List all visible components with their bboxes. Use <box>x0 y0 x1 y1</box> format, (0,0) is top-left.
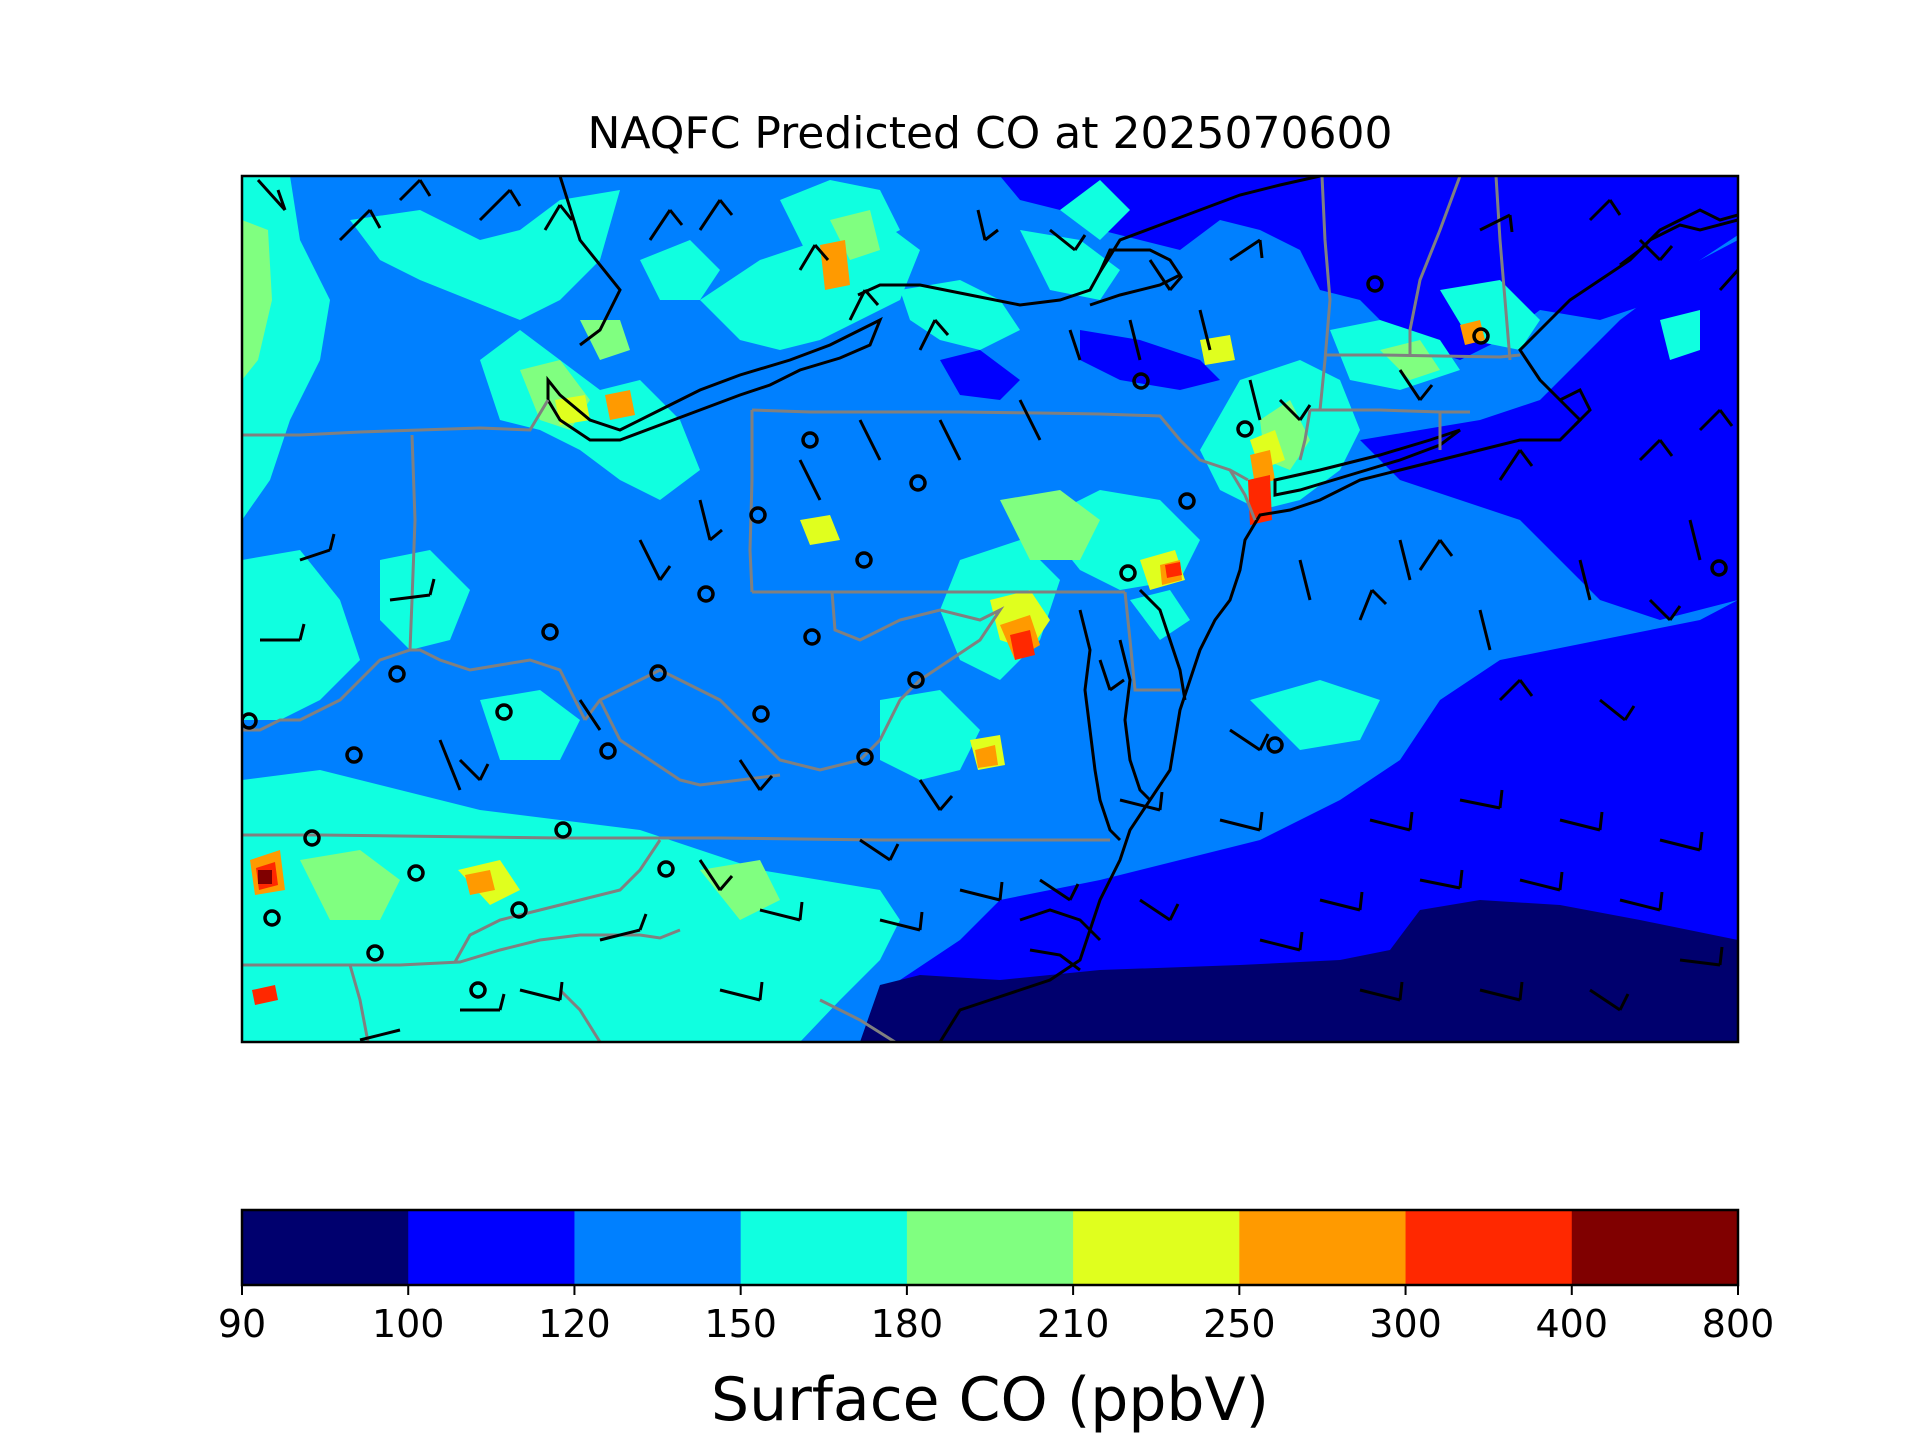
border-mass-ct <box>1310 408 1470 414</box>
station-marker <box>1472 327 1490 345</box>
station-marker <box>856 748 874 766</box>
border-great-lakes-boundary <box>242 399 550 437</box>
border-virginia-nc <box>242 833 1110 842</box>
border-nc-sc <box>558 988 896 1042</box>
map-panel <box>242 176 1738 1042</box>
colorbar-swatch <box>740 1210 908 1285</box>
station-marker <box>1710 559 1728 577</box>
atlantic-coastline <box>938 218 1738 1042</box>
station-marker <box>495 703 513 721</box>
border-delaware <box>1123 591 1180 692</box>
border-kentucky-virginia <box>598 699 781 787</box>
colorbar-tick-label: 400 <box>1536 1302 1609 1346</box>
border-ohio-river <box>242 648 587 732</box>
station-marker <box>1178 492 1196 510</box>
station-marker <box>909 474 927 492</box>
colorbar-swatch <box>1405 1210 1573 1285</box>
border-ny-ct <box>1298 409 1312 461</box>
st-lawrence-shoreline <box>1098 176 1321 273</box>
colorbar-tick-label: 300 <box>1369 1302 1442 1346</box>
map-frame <box>240 174 1740 1044</box>
colorbar-label: Surface CO (ppbV) <box>711 1365 1269 1435</box>
station-marker <box>599 742 617 760</box>
co-field-gulf-maine <box>1360 240 1738 620</box>
border-mass-north <box>1325 353 1521 359</box>
station-marker <box>366 944 384 962</box>
co-field-north-low-2 <box>1080 330 1220 390</box>
colorbar-tick-label: 250 <box>1203 1302 1276 1346</box>
border-pennsylvania-ny <box>751 408 1249 482</box>
colorbar-swatch <box>242 1210 409 1285</box>
chesapeake-bay-coast <box>1078 609 1152 842</box>
colorbar-tick-label: 210 <box>1037 1302 1110 1346</box>
station-marker <box>345 746 363 764</box>
lake-erie-shoreline <box>546 316 883 442</box>
station-marker <box>510 901 528 919</box>
co-field-north-low-3 <box>940 350 1020 400</box>
border-ny-vermont <box>1318 176 1332 411</box>
colorbar-swatch <box>408 1210 575 1285</box>
colorbar-swatch <box>906 1210 1074 1285</box>
station-marker <box>801 431 819 449</box>
border-tn-ga <box>348 964 370 1042</box>
colorbar-swatch <box>1571 1210 1739 1285</box>
station-marker <box>1366 275 1384 293</box>
station-marker <box>907 671 925 689</box>
wind-barbs <box>256 178 1738 1042</box>
colorbar-swatch <box>1073 1210 1240 1285</box>
station-marker <box>242 712 258 730</box>
border-virginia-kentucky <box>453 839 662 963</box>
cape-cod-coast <box>1559 387 1592 427</box>
border-ohio-indiana <box>408 434 417 651</box>
station-marker <box>697 585 715 603</box>
station-marker <box>263 909 281 927</box>
maine-coast <box>1619 208 1738 267</box>
co-field-north-low <box>1000 176 1738 360</box>
station-marker <box>303 829 321 847</box>
station-markers <box>242 275 1728 999</box>
station-marker <box>749 506 767 524</box>
station-marker <box>1266 736 1284 754</box>
co-field-green <box>242 210 1440 920</box>
station-marker <box>1236 420 1254 438</box>
station-marker <box>554 821 572 839</box>
station-marker <box>407 864 425 882</box>
border-tennessee-nc <box>242 928 681 967</box>
colorbar-tick-label: 90 <box>218 1302 266 1346</box>
border-nj-ny <box>1228 469 1257 521</box>
state-borders <box>242 176 1521 1042</box>
coastlines <box>546 176 1738 1042</box>
colorbar-tick-label: 120 <box>538 1302 611 1346</box>
map-title: NAQFC Predicted CO at 2025070600 <box>588 108 1393 159</box>
station-marker <box>657 860 675 878</box>
colorbar-swatch <box>1239 1210 1407 1285</box>
colorbar-swatch <box>574 1210 742 1285</box>
station-marker <box>541 623 559 641</box>
station-marker <box>1119 564 1137 582</box>
station-marker <box>803 628 821 646</box>
border-vermont-nh <box>1408 176 1462 355</box>
station-marker <box>388 665 406 683</box>
border-nh-maine <box>1494 176 1512 361</box>
station-marker <box>752 705 770 723</box>
colorbar: 90 100 120 150 180 210 250 300 400 800 <box>218 1208 1775 1346</box>
delaware-bay-coast <box>1138 588 1187 701</box>
colorbar-tick-label: 100 <box>372 1302 445 1346</box>
co-field-ocean-lowest <box>860 900 1738 1042</box>
colorbar-tick-label: 150 <box>704 1302 777 1346</box>
station-marker <box>649 664 667 682</box>
lake-huron-shoreline <box>558 176 622 347</box>
pamlico-sound-coast <box>1019 908 1102 972</box>
station-marker <box>855 551 873 569</box>
station-marker <box>469 981 487 999</box>
colorbar-tick-label: 800 <box>1702 1302 1775 1346</box>
colorbar-frame <box>240 1208 1740 1287</box>
colorbar-tick-label: 180 <box>871 1302 944 1346</box>
co-field-darkred <box>258 870 272 884</box>
station-marker <box>1132 372 1150 390</box>
